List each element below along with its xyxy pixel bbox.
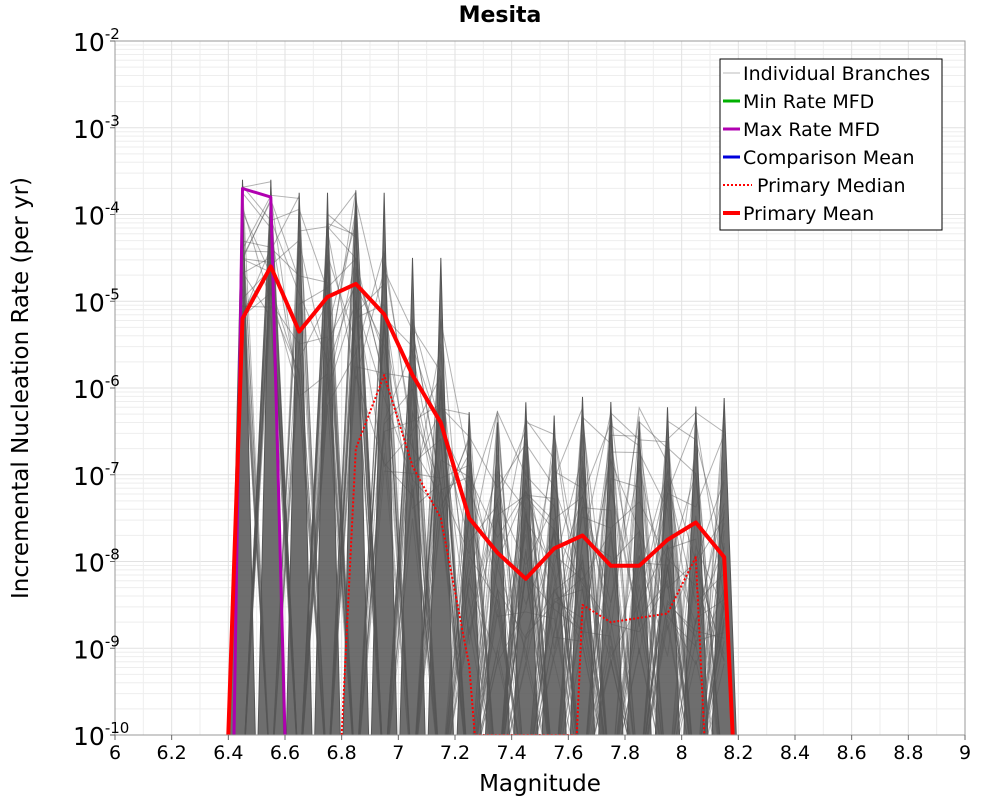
branch-line [242,185,725,735]
branch-spike [683,406,709,735]
branch-spike [541,415,567,735]
legend-label-mean: Primary Mean [743,203,874,225]
x-tick-label: 6.4 [213,742,243,764]
x-tick-label: 6.8 [327,742,357,764]
x-tick-label: 8.2 [723,742,753,764]
branch-line [329,196,725,735]
x-tick-label: 6.2 [157,742,187,764]
branch-line [244,262,720,735]
x-tick-label: 7.4 [497,742,527,764]
x-tick-label: 7 [392,742,404,764]
x-tick-label: 6 [109,742,121,764]
branch-spike [484,422,511,735]
branch-spike [314,192,341,735]
branch-line [244,199,725,735]
branch-line [244,219,725,735]
branch-line [242,193,693,735]
legend-label-min-rate: Min Rate MFD [743,91,874,113]
branch-line [272,226,725,735]
y-tick-label: 10-6 [73,372,120,404]
branch-spike [513,402,539,735]
x-tick-label: 7.2 [440,742,470,764]
y-tick-label: 10-9 [73,632,120,664]
branch-line [329,199,664,735]
branch-line [242,223,636,735]
x-axis-label: Magnitude [479,771,601,797]
branch-line [329,272,607,735]
x-tick-label: 8.8 [893,742,923,764]
y-tick-label: 10-2 [73,25,120,57]
y-tick-label: 10-5 [73,285,120,317]
x-tick-label: 8.6 [837,742,867,764]
legend-label-comparison: Comparison Mean [743,147,915,169]
y-tick-label: 10-3 [73,112,120,144]
branch-line [244,190,605,735]
branch-line [301,214,725,735]
series-lines [226,187,735,735]
x-tick-label: 7.6 [553,742,583,764]
branch-spike [342,192,370,735]
x-tick-label: 6.6 [270,742,300,764]
series-primary-mean [226,264,735,735]
branch-spike [370,192,398,735]
branch-line [242,272,725,735]
branch-line [242,192,725,735]
branch-spike [399,257,426,735]
branch-spike [569,396,596,735]
legend: Individual Branches Min Rate MFD Max Rat… [719,58,943,231]
branch-line [244,214,692,735]
branch-line [242,190,725,735]
legend-label-max-rate: Max Rate MFD [743,119,880,141]
branch-spike [427,257,454,735]
y-tick-label: 10-8 [73,546,120,578]
branch-line [359,464,630,735]
branch-spike [654,407,681,735]
series-primary-median [340,374,706,735]
branch-spike [285,192,313,735]
branch-spike [598,401,624,735]
x-ticks: 6 6.2 6.4 6.6 6.8 7 7.2 7.4 7.6 7.8 8 8.2 8.4 8.6 8.8 9 [109,735,971,764]
branch-line [242,258,718,735]
chart-title: Mesita [459,3,542,28]
branch-line [242,181,725,735]
x-tick-label: 7.8 [610,742,640,764]
legend-label-median: Primary Median [757,175,906,197]
branch-spike [626,421,652,735]
x-tick-label: 9 [959,742,971,764]
individual-branches [229,179,737,735]
branch-line [242,286,608,735]
branch-spike [456,412,482,735]
x-tick-label: 8.4 [780,742,810,764]
branch-line [244,258,719,735]
y-tick-label: 10-4 [73,199,120,231]
branch-line [242,255,572,735]
branch-line [273,299,602,735]
x-tick-label: 8 [676,742,688,764]
branch-line [242,206,721,735]
legend-label-branches: Individual Branches [743,63,930,85]
y-axis-label: Incremental Nucleation Rate (per yr) [8,177,34,599]
y-tick-label: 10-7 [73,459,120,491]
y-ticks: 10-210-310-410-510-610-710-810-910-10 [73,25,129,751]
legend-box [719,58,943,231]
